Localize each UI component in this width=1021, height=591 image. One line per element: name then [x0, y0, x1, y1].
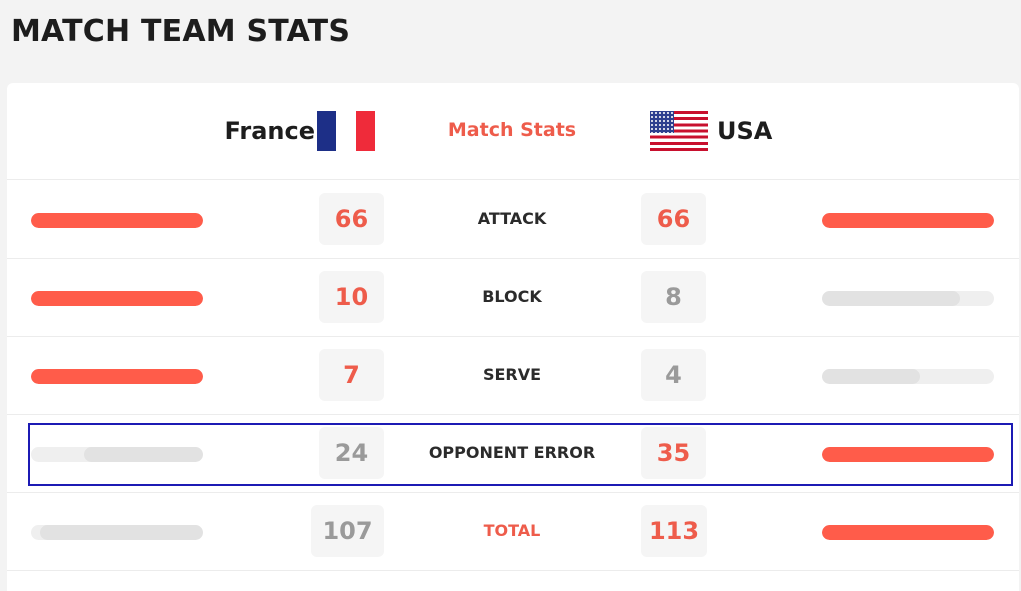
- stat-bar-fill: [31, 291, 203, 306]
- stat-bar-fill: [84, 447, 203, 462]
- team-header: France Match Stats USA: [7, 83, 1019, 180]
- stat-label: SERVE: [482, 365, 542, 384]
- home-stat-value: 107: [311, 505, 384, 557]
- home-stat-bar: [31, 447, 203, 462]
- match-stats-label: Match Stats: [7, 119, 1017, 141]
- stat-bar-fill: [822, 291, 960, 306]
- stat-label: OPPONENT ERROR: [428, 443, 596, 462]
- home-stat-bar: [31, 213, 203, 228]
- home-stat-value: 10: [319, 271, 384, 323]
- home-stat-bar: [31, 291, 203, 306]
- stat-bar-fill: [31, 213, 203, 228]
- team-stats-card: France Match Stats USA 66 ATTACK 66 10 B…: [7, 83, 1019, 591]
- stat-row-serve: 7 SERVE 4: [7, 337, 1019, 415]
- stat-bar-fill: [822, 447, 994, 462]
- france-flag-icon: [317, 111, 375, 151]
- stat-bar-fill: [31, 369, 203, 384]
- away-stat-bar: [822, 525, 994, 540]
- stat-bar-fill: [822, 369, 921, 384]
- home-stat-value: 24: [319, 427, 384, 479]
- away-stat-value: 113: [641, 505, 707, 557]
- stat-row-block: 10 BLOCK 8: [7, 259, 1019, 337]
- usa-flag-icon: [650, 111, 708, 151]
- stat-bar-fill: [39, 525, 203, 540]
- home-stat-value: 66: [319, 193, 384, 245]
- stat-label-total: TOTAL: [483, 521, 541, 540]
- stat-bar-fill: [822, 525, 994, 540]
- home-stat-bar: [31, 525, 203, 540]
- away-stat-bar: [822, 447, 994, 462]
- away-stat-value: 66: [641, 193, 706, 245]
- home-team-name: France: [224, 117, 315, 145]
- selection-highlight: [28, 423, 1013, 486]
- away-stat-value: 8: [641, 271, 706, 323]
- away-stat-bar: [822, 291, 994, 306]
- stat-bar-fill: [822, 213, 994, 228]
- away-stat-bar: [822, 213, 994, 228]
- away-stat-bar: [822, 369, 994, 384]
- away-stat-value: 4: [641, 349, 706, 401]
- stat-row-attack: 66 ATTACK 66: [7, 181, 1019, 259]
- stat-label: ATTACK: [477, 209, 547, 228]
- page-title: MATCH TEAM STATS: [11, 14, 351, 49]
- home-stat-bar: [31, 369, 203, 384]
- stat-row-opponent-error[interactable]: 24 OPPONENT ERROR 35: [7, 415, 1019, 493]
- away-team-name: USA: [717, 117, 773, 145]
- stat-label: BLOCK: [482, 287, 542, 306]
- stat-row-total: 107 TOTAL 113: [7, 493, 1019, 571]
- home-stat-value: 7: [319, 349, 384, 401]
- away-stat-value: 35: [641, 427, 706, 479]
- match-stats-label-text: Match Stats: [447, 119, 577, 141]
